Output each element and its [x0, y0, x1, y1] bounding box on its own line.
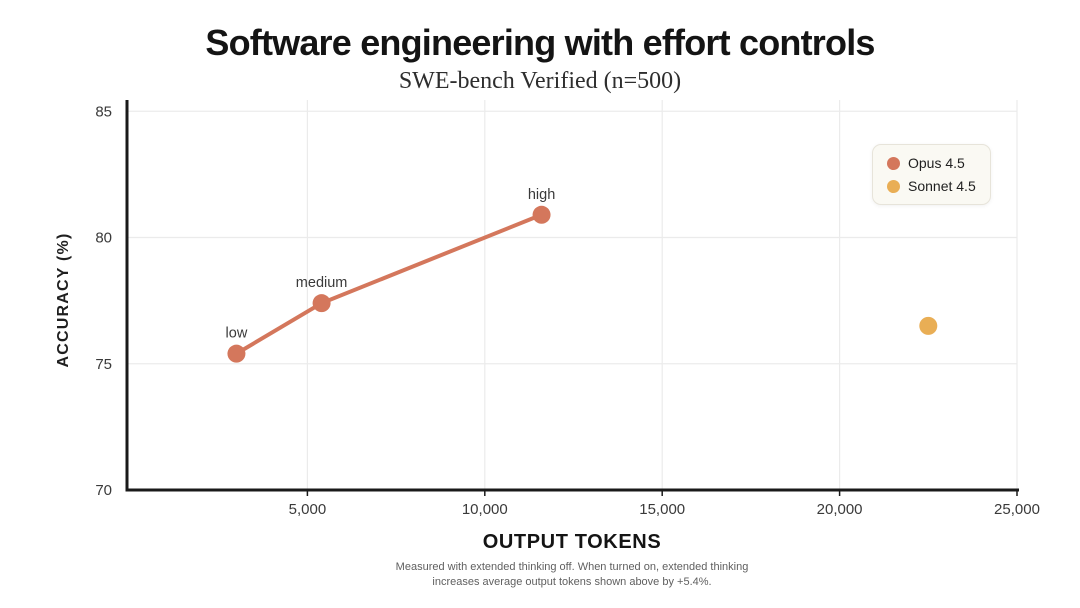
legend-label-opus: Opus 4.5: [908, 155, 965, 171]
point-label-high: high: [528, 187, 555, 203]
x-tick-label-5000: 5,000: [289, 501, 327, 518]
y-tick-label-85: 85: [95, 103, 112, 120]
chart-title: Software engineering with effort control…: [205, 22, 875, 63]
data-point-sonnet-4-5: [919, 316, 938, 335]
legend-label-sonnet: Sonnet 4.5: [908, 178, 976, 194]
y-tick-label-75: 75: [95, 356, 112, 373]
x-tick-label-20000: 20,000: [817, 501, 863, 518]
y-axis-title: ACCURACY (%): [55, 232, 72, 368]
footnote: Measured with extended thinking off. Whe…: [127, 560, 1017, 590]
legend-item-sonnet: Sonnet 4.5: [887, 178, 976, 194]
legend-item-opus: Opus 4.5: [887, 155, 976, 171]
point-label-medium: medium: [296, 275, 348, 291]
point-label-low: low: [226, 326, 248, 342]
legend: Opus 4.5 Sonnet 4.5: [872, 144, 991, 205]
x-axis-title: OUTPUT TOKENS: [482, 531, 662, 553]
footnote-line-1: Measured with extended thinking off. Whe…: [395, 561, 749, 573]
y-tick-label-70: 70: [95, 482, 112, 499]
series-line-opus-4-5: [234, 212, 544, 356]
footnote-line-2: increases average output tokens shown ab…: [432, 576, 712, 588]
sonnet-legend-dot-icon: [887, 179, 900, 193]
y-tick-label-80: 80: [95, 230, 112, 247]
x-tick-label-10000: 10,000: [462, 501, 508, 518]
opus-legend-dot-icon: [887, 156, 900, 170]
data-point-high: [532, 205, 551, 224]
chart-subtitle: SWE-bench Verified (n=500): [398, 68, 682, 94]
x-tick-label-15000: 15,000: [639, 501, 685, 518]
x-tick-label-25000: 25,000: [994, 501, 1040, 518]
data-point-medium: [312, 294, 331, 313]
data-point-low: [227, 344, 246, 363]
